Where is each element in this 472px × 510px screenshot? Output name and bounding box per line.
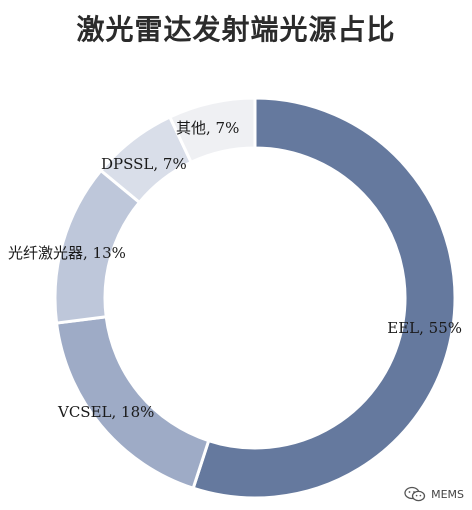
- slice-label-4: DPSSL, 7%: [101, 155, 187, 173]
- slice-label-1: EEL, 55%: [387, 319, 462, 337]
- slice-label-3: 光纤激光器, 13%: [8, 244, 126, 262]
- wechat-icon: [404, 486, 426, 502]
- slice-label-5: 其他, 7%: [176, 119, 239, 137]
- watermark-text: MEMS: [431, 487, 464, 501]
- slice-label-2: VCSEL, 18%: [57, 403, 154, 421]
- watermark: MEMS: [404, 486, 464, 502]
- slice-1: [191, 96, 457, 500]
- slice-5: [167, 96, 257, 165]
- chart-title: 激光雷达发射端光源占比: [76, 13, 396, 46]
